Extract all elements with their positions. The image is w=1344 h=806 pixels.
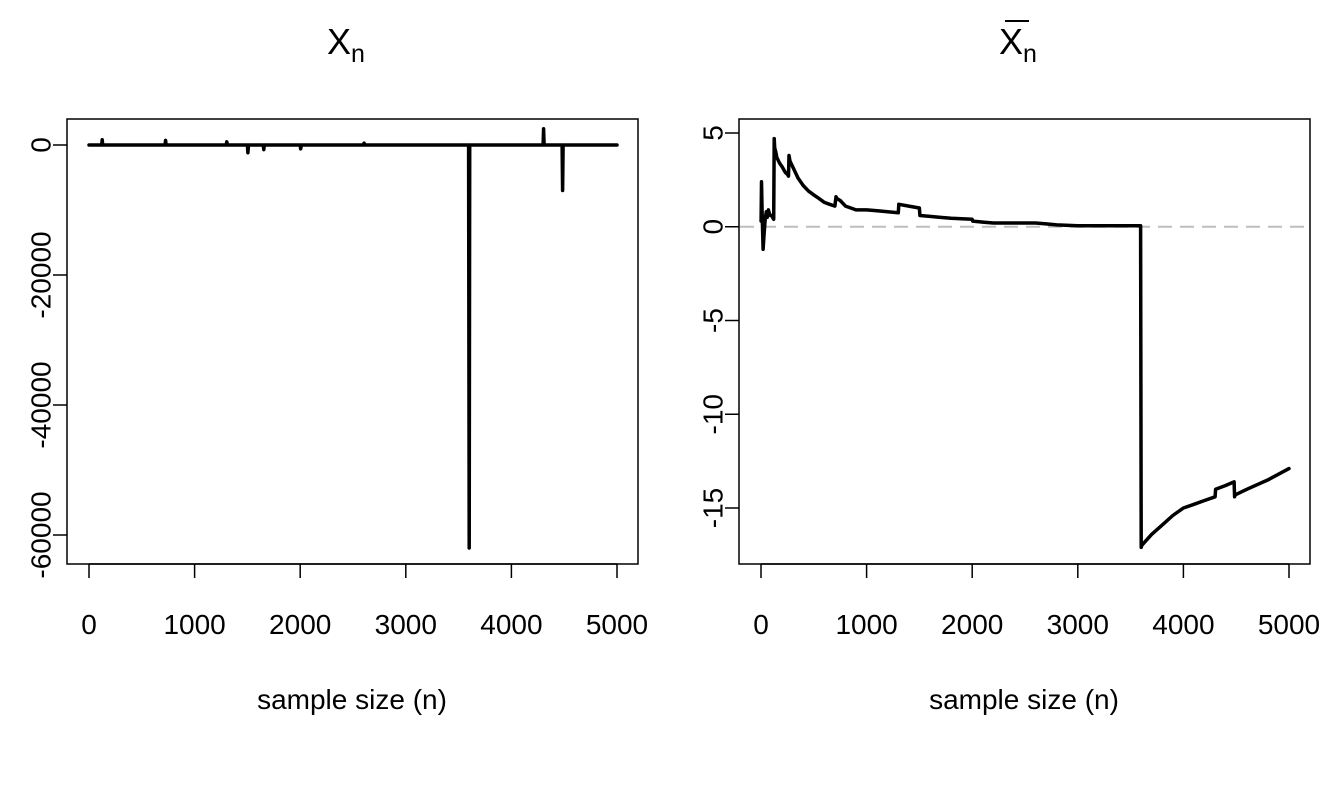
chart-title-right-main: X [999,21,1023,62]
y-axis-left: 0 -20000 -40000 -60000 [26,137,67,579]
y-tick-label-1: -20000 [26,231,57,318]
x-tick-label-2: 2000 [941,609,1003,640]
chart-title-right-subscript: n [1023,40,1037,68]
x-axis-right: 0 1000 2000 3000 4000 5000 [753,563,1320,640]
plot-frame-right [738,118,1311,565]
y-tick-label-0: 0 [26,137,57,153]
x-tick-label-2: 2000 [269,609,331,640]
y-tick-label-2: -40000 [26,361,57,448]
x-tick-label-1: 1000 [163,609,225,640]
chart-panel-right: Xn 5 0 -5 -10 -15 0 1000 2000 3000 4000 5000 samp… [698,20,1320,715]
x-tick-label-5: 5000 [1258,609,1320,640]
series-line-0 [759,136,1291,550]
chart-title-left-main: X [327,21,351,62]
x-axis-left: 0 1000 2000 3000 4000 5000 [81,563,648,640]
chart-title-left: Xn [327,21,365,68]
x-tick-label-0: 0 [81,609,97,640]
y-axis-right: 5 0 -5 -10 -15 [698,125,739,528]
y-tick-label-4: -15 [698,488,729,528]
y-tick-label-3: -10 [698,394,729,434]
x-tick-label-5: 5000 [586,609,648,640]
chart-title-left-subscript: n [351,40,365,68]
x-tick-label-1: 1000 [835,609,897,640]
series-group-right [759,136,1291,550]
x-tick-label-3: 3000 [1047,609,1109,640]
x-axis-label-right: sample size (n) [929,684,1119,715]
series-group-left [87,127,619,550]
plot-frame-left [66,118,639,565]
y-tick-label-1: 0 [698,219,729,235]
y-tick-label-2: -5 [698,308,729,333]
chart-title-right: Xn [999,21,1037,68]
x-axis-label-left: sample size (n) [257,684,447,715]
x-tick-label-3: 3000 [375,609,437,640]
y-tick-label-3: -60000 [26,491,57,578]
x-tick-label-4: 4000 [480,609,542,640]
y-tick-label-0: 5 [698,125,729,141]
x-tick-label-4: 4000 [1152,609,1214,640]
chart-panel-left: Xn 0 -20000 -40000 -60000 0 1000 2000 3000 4000… [26,21,649,715]
series-line-0 [87,127,619,550]
x-tick-label-0: 0 [753,609,769,640]
